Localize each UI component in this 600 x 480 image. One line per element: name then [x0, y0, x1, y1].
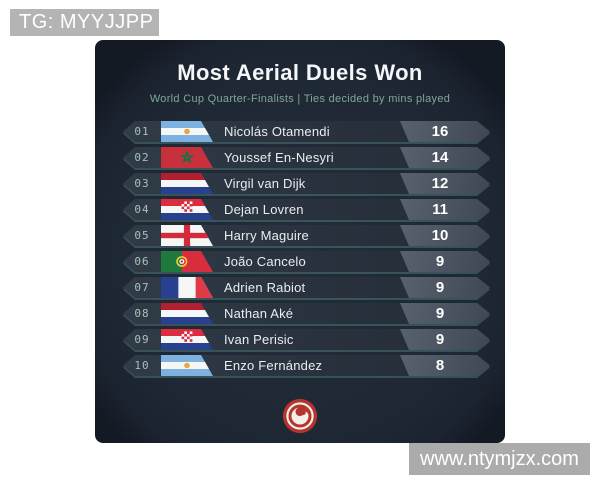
row-background [123, 199, 490, 220]
aerial-duels-value: 12 [431, 175, 449, 192]
row-underline [123, 355, 490, 376]
rank-label: 02 [134, 151, 150, 164]
country-flag-portugal [161, 251, 213, 272]
player-row: 08 Nathan Aké 9 [123, 303, 490, 324]
rank-label: 06 [134, 255, 150, 268]
aerial-duels-value: 11 [432, 201, 448, 218]
country-flag-france [161, 277, 213, 298]
player-name: Ivan Perisic [224, 332, 294, 347]
brand-swirl-logo [282, 398, 318, 434]
rank-label: 05 [134, 229, 150, 242]
value-badge: 9 [400, 277, 490, 298]
row-background [123, 355, 490, 376]
card-title: Most Aerial Duels Won [177, 60, 423, 85]
value-badge: 12 [400, 173, 490, 194]
player-row: 01 Nicolás Otamendi 16 [123, 121, 490, 142]
stats-card: Most Aerial Duels Won World Cup Quarter-… [95, 40, 505, 443]
player-name: Youssef En-Nesyri [224, 150, 334, 165]
country-flag-croatia [161, 199, 213, 220]
player-row: 02 Youssef En-Nesyri 14 [123, 147, 490, 168]
country-flag-netherlands [161, 303, 213, 324]
country-flag-croatia [161, 329, 213, 350]
player-name: João Cancelo [224, 254, 306, 269]
row-underline [123, 277, 490, 298]
player-name: Adrien Rabiot [224, 280, 306, 295]
aerial-duels-value: 9 [435, 253, 445, 270]
row-underline [123, 251, 490, 272]
row-background [123, 329, 490, 350]
player-name: Nicolás Otamendi [224, 124, 330, 139]
row-background [123, 251, 490, 272]
player-name: Dejan Lovren [224, 202, 304, 217]
player-name: Nathan Aké [224, 306, 294, 321]
player-name: Harry Maguire [224, 228, 309, 243]
player-row: 09 Ivan Perisic 9 [123, 329, 490, 350]
value-badge: 9 [400, 251, 490, 272]
row-background [123, 225, 490, 246]
player-name: Virgil van Dijk [224, 176, 306, 191]
row-background [123, 303, 490, 324]
value-badge: 9 [400, 303, 490, 324]
ranking-list: 01 Nicolás Otamendi 16 02 Youssef En-Nesyri 1… [123, 121, 490, 376]
rank-label: 10 [134, 359, 150, 372]
country-flag-england [161, 225, 213, 246]
aerial-duels-value: 16 [431, 123, 449, 140]
row-background [123, 277, 490, 298]
row-background [123, 173, 490, 194]
card-subtitle: World Cup Quarter-Finalists | Ties decid… [149, 93, 451, 105]
site-watermark: www.ntymjzx.com [409, 443, 590, 475]
rank-label: 03 [134, 177, 150, 190]
player-row: 03 Virgil van Dijk 12 [123, 173, 490, 194]
telegram-watermark-text: TG: MYYJJPP [19, 11, 154, 33]
value-badge: 8 [400, 355, 490, 376]
country-flag-argentina [161, 355, 213, 376]
aerial-duels-value: 9 [435, 305, 445, 322]
value-badge: 14 [400, 147, 490, 168]
rank-label: 04 [134, 203, 150, 216]
country-flag-morocco [161, 147, 213, 168]
player-row: 07 Adrien Rabiot 9 [123, 277, 490, 298]
row-underline [123, 199, 490, 220]
aerial-duels-value: 14 [431, 149, 449, 166]
player-row: 04 Dejan Lovren 11 [123, 199, 490, 220]
site-watermark-text: www.ntymjzx.com [420, 447, 579, 470]
aerial-duels-value: 10 [431, 227, 449, 244]
player-row: 10 Enzo Fernández 8 [123, 355, 490, 376]
player-name: Enzo Fernández [224, 358, 323, 373]
row-underline [123, 147, 490, 168]
player-row: 05 Harry Maguire 10 [123, 225, 490, 246]
row-underline [123, 173, 490, 194]
row-underline [123, 303, 490, 324]
row-underline [123, 225, 490, 246]
row-background [123, 147, 490, 168]
rank-label: 08 [134, 307, 150, 320]
value-badge: 11 [400, 199, 490, 220]
value-badge: 9 [400, 329, 490, 350]
telegram-watermark: TG: MYYJJPP [10, 9, 159, 36]
aerial-duels-value: 9 [435, 331, 445, 348]
row-background [123, 121, 490, 142]
rank-label: 01 [134, 125, 150, 138]
country-flag-argentina [161, 121, 213, 142]
player-row: 06 João Cancelo 9 [123, 251, 490, 272]
row-underline [123, 121, 490, 142]
aerial-duels-value: 9 [435, 279, 445, 296]
aerial-duels-value: 8 [435, 357, 445, 374]
value-badge: 10 [400, 225, 490, 246]
rank-label: 09 [134, 333, 150, 346]
country-flag-netherlands [161, 173, 213, 194]
row-underline [123, 329, 490, 350]
rank-label: 07 [134, 281, 150, 294]
value-badge: 16 [400, 121, 490, 142]
